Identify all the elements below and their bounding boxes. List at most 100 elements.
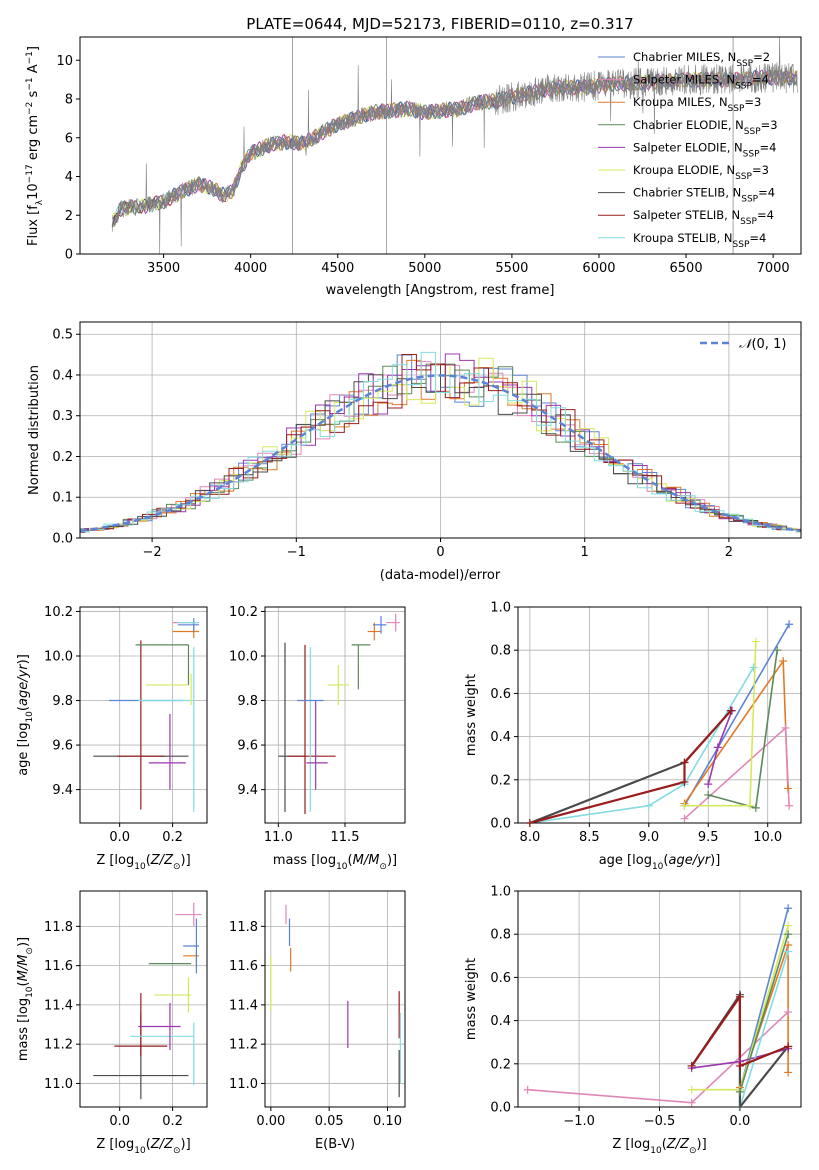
weight-marker [687,1085,696,1094]
x-axis-label: E(B-V) [315,1137,355,1152]
histogram-step-line [80,354,801,533]
axes-weight_vs_age: 8.0 8.5 9.0 9.5 10.0 0.0 0.2 0.4 0.6 0.8 1.0 age [l… [464,601,802,872]
y-tick-label: 0.0 [52,532,73,547]
y-tick-label: 9.8 [237,694,258,709]
weight-marker [713,743,722,752]
x-tick-label: 11.5 [331,830,360,845]
weight-marker [735,1061,744,1070]
weight-marker [783,784,792,793]
legend-label: Kroupa ELODIE, NSSP=3 [633,163,769,182]
y-tick-label: 11.4 [229,998,258,1013]
weight-line [690,993,789,1068]
weight-marker [751,637,760,646]
x-tick-label: 3500 [147,261,180,276]
x-tick-label: 11.0 [264,830,293,845]
y-tick-label: 9.8 [52,694,73,709]
weight-marker [726,706,735,715]
y-tick-label: 0.2 [52,450,73,465]
axes-weight_vs_Z: −1.0 −0.5 0.0 0.0 0.2 0.4 0.6 0.8 1.0 Z [log10(Z/… [464,885,802,1156]
weight-marker [687,1061,696,1070]
plot-area [527,908,789,1107]
y-tick-label: 11.0 [229,1077,258,1092]
weight-line [739,951,789,1107]
y-axis-label: mass weight [464,674,479,756]
weight-marker [784,930,793,939]
x-axis-label: Z [log10(Z/Z⊙)] [96,853,190,872]
weight-line [708,650,778,809]
x-tick-label: 0.0 [109,1114,130,1129]
weight-line [529,709,732,823]
plot-area [80,351,801,534]
axes-frame [264,890,406,1108]
weight-marker [784,1042,793,1051]
weight-marker [735,992,744,1001]
weight-marker [784,921,793,930]
weight-marker [680,801,689,810]
x-axis-label: age [log10(age/yr)] [599,853,721,872]
legend-label: Chabrier MILES, NSSP=2 [633,50,770,69]
weight-marker [773,646,782,655]
y-tick-label: 8 [65,93,73,108]
x-tick-label: 5000 [408,261,441,276]
x-tick-label: 10.0 [753,830,782,845]
y-tick-label: 0.6 [490,687,511,702]
weight-marker [704,780,713,789]
y-tick-label: 10.2 [44,605,73,620]
gaussian-reference-line [80,374,801,533]
x-tick-label: 0.2 [162,830,183,845]
y-tick-label: 11.0 [44,1077,73,1092]
x-tick-label: −1 [287,545,306,560]
x-tick-label: 0.0 [730,1114,751,1129]
y-tick-label: 11.8 [229,920,258,935]
legend-label: Salpeter STELIB, NSSP=4 [633,208,774,227]
y-tick-label: 0.4 [490,730,511,745]
y-tick-label: 10 [56,54,73,69]
weight-marker [785,801,794,810]
y-tick-label: 10.0 [229,649,258,664]
y-tick-label: 11.6 [44,959,73,974]
weight-line [739,933,789,1093]
x-tick-label: 4000 [234,261,267,276]
figure-title: PLATE=0644, MJD=52173, FIBERID=0110, z=0… [246,15,633,33]
weight-marker [784,1007,793,1016]
x-tick-label: 5500 [495,261,528,276]
y-tick-label: 1.0 [490,885,511,900]
legend-label: Salpeter MILES, NSSP=4 [633,73,769,92]
x-tick-label: 6500 [670,261,703,276]
y-tick-label: 0.8 [490,928,511,943]
axes-frame [79,606,208,824]
axes-frame [517,606,802,824]
weight-marker [784,1068,793,1077]
y-tick-label: 11.4 [44,998,73,1013]
y-tick-label: 10.2 [229,605,258,620]
plot-area [529,623,790,823]
plot-area [278,613,400,815]
y-axis-label: mass weight [464,958,479,1040]
x-axis-label: Z [log10(Z/Z⊙)] [612,1137,706,1156]
weight-marker [525,819,534,827]
y-tick-label: 0.1 [52,491,73,506]
y-tick-label: 2 [65,209,73,224]
x-tick-label: 0.2 [162,1114,183,1129]
y-tick-label: 11.2 [229,1038,258,1053]
x-tick-label: 0 [436,545,444,560]
y-tick-label: 9.4 [52,783,73,798]
x-tick-label: 1 [581,545,589,560]
y-tick-label: 9.6 [237,739,258,754]
y-tick-label: 0.3 [52,409,73,424]
y-tick-label: 4 [65,170,73,185]
x-tick-label: 0.0 [109,830,130,845]
axes-frame [264,606,406,824]
x-tick-label: 2 [725,545,733,560]
weight-marker [680,777,689,786]
y-tick-label: 11.2 [44,1038,73,1053]
axes-mass_vs_Z: 0.0 0.2 11.0 11.2 11.4 11.6 11.8 Z [log10(Z/Z⊙)… [16,890,208,1156]
x-axis-label: mass [log10(M/M⊙)] [273,853,397,872]
weight-marker [680,758,689,767]
y-tick-label: 0.2 [490,1057,511,1072]
y-axis-label: Normed distribution [27,365,42,495]
legend-label: Chabrier STELIB, NSSP=4 [633,186,775,205]
weight-marker [785,620,794,629]
weight-marker [745,801,754,810]
weight-marker [781,723,790,732]
